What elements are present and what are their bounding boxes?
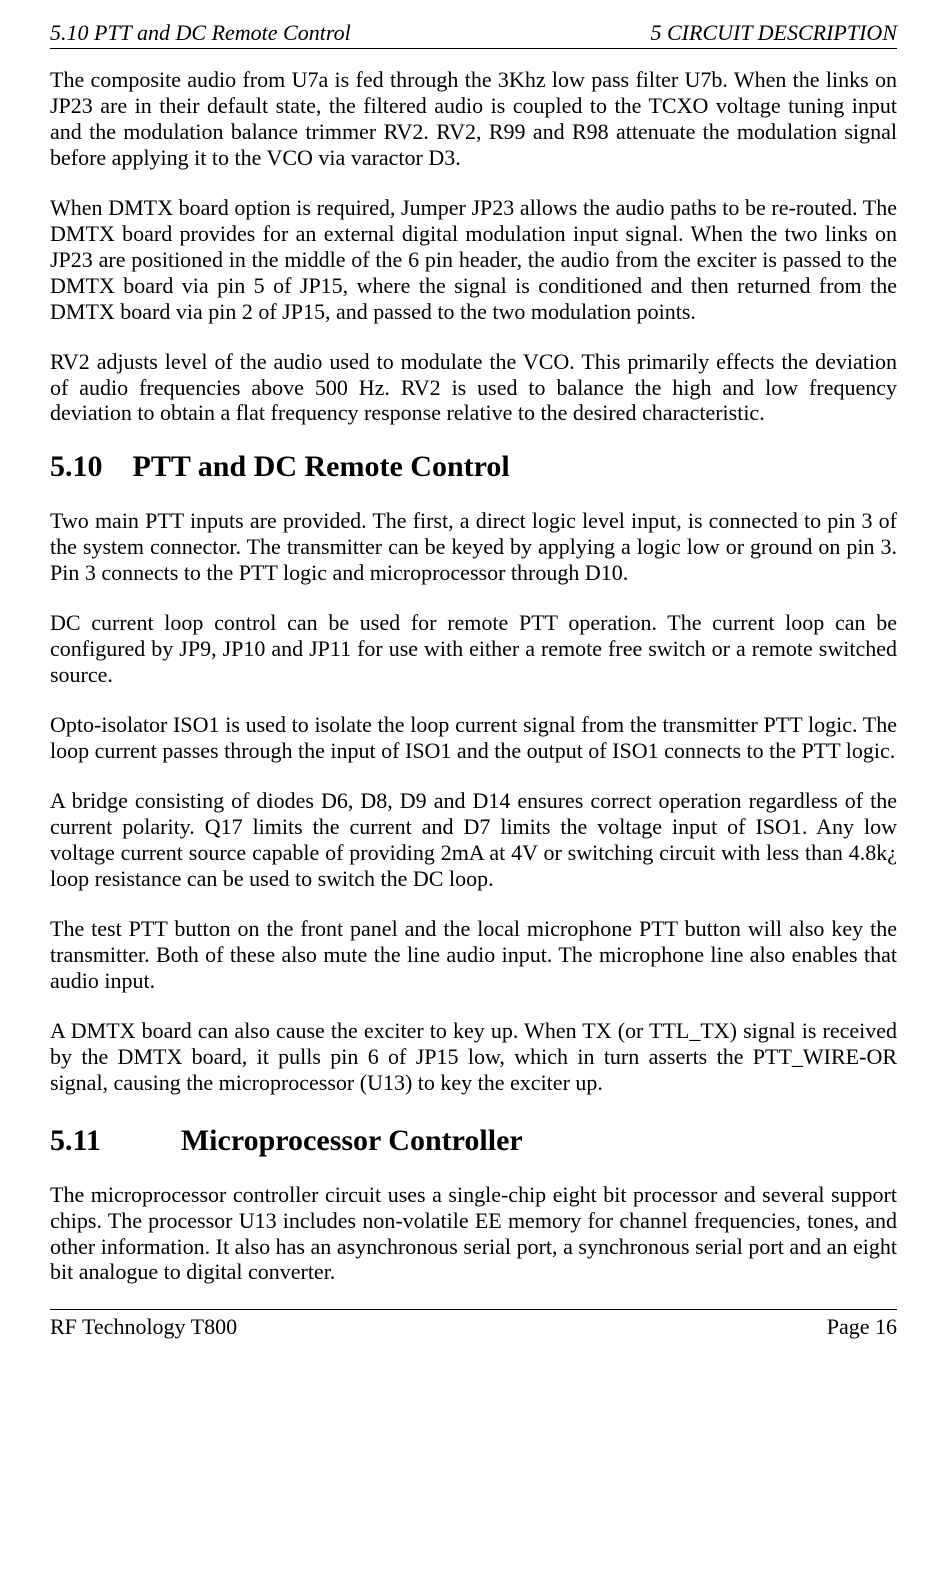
body-paragraph: A bridge consisting of diodes D6, D8, D9… bbox=[50, 788, 897, 892]
section-title: Microprocessor Controller bbox=[181, 1124, 523, 1157]
section-heading-511: 5.11 Microprocessor Controller bbox=[50, 1124, 897, 1158]
footer-right: Page 16 bbox=[827, 1314, 897, 1340]
body-paragraph: RV2 adjusts level of the audio used to m… bbox=[50, 349, 897, 427]
body-paragraph: Two main PTT inputs are provided. The fi… bbox=[50, 508, 897, 586]
page-header: 5.10 PTT and DC Remote Control 5 CIRCUIT… bbox=[50, 20, 897, 46]
section-number: 5.10 bbox=[50, 450, 103, 484]
header-right: 5 CIRCUIT DESCRIPTION bbox=[651, 20, 898, 46]
header-left: 5.10 PTT and DC Remote Control bbox=[50, 20, 351, 46]
footer-rule bbox=[50, 1309, 897, 1310]
section-title: PTT and DC Remote Control bbox=[133, 450, 510, 483]
body-paragraph: The microprocessor controller circuit us… bbox=[50, 1182, 897, 1286]
section-heading-510: 5.10 PTT and DC Remote Control bbox=[50, 450, 897, 484]
footer-left: RF Technology T800 bbox=[50, 1314, 237, 1340]
body-paragraph: A DMTX board can also cause the exciter … bbox=[50, 1018, 897, 1096]
body-paragraph: When DMTX board option is required, Jump… bbox=[50, 195, 897, 325]
section-number: 5.11 bbox=[50, 1124, 101, 1158]
body-paragraph: The composite audio from U7a is fed thro… bbox=[50, 67, 897, 171]
page: 5.10 PTT and DC Remote Control 5 CIRCUIT… bbox=[0, 0, 947, 1364]
body-paragraph: Opto-isolator ISO1 is used to isolate th… bbox=[50, 712, 897, 764]
page-footer: RF Technology T800 Page 16 bbox=[50, 1314, 897, 1340]
body-paragraph: The test PTT button on the front panel a… bbox=[50, 916, 897, 994]
body-paragraph: DC current loop control can be used for … bbox=[50, 610, 897, 688]
header-rule bbox=[50, 48, 897, 49]
